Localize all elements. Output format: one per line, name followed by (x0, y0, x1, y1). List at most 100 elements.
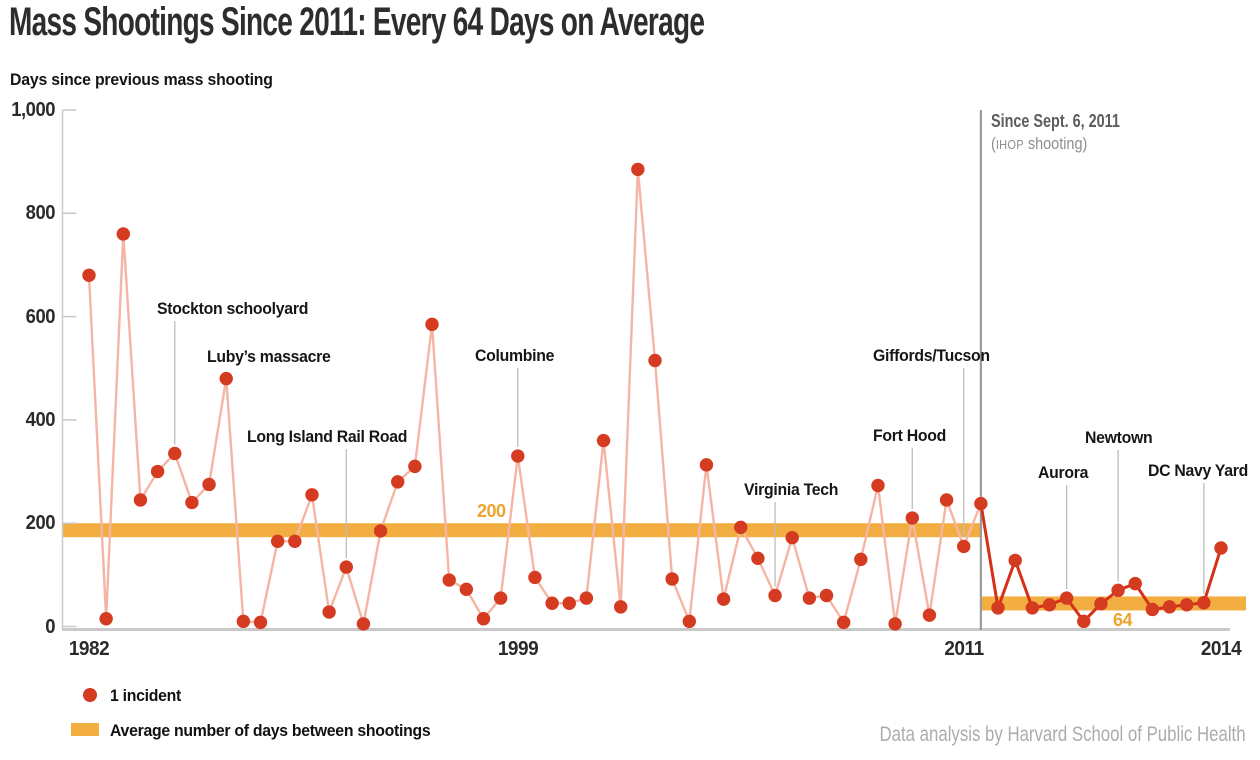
credit-line: Data analysis by Harvard School of Publi… (879, 723, 1246, 746)
series-line-pre-2011 (87, 169, 982, 626)
data-point-incident (785, 530, 799, 545)
y-axis-tick-label: 0 (45, 615, 55, 638)
annotation-label: DC Navy Yard (1148, 461, 1249, 480)
data-point-incident (631, 162, 645, 177)
data-point-incident (613, 600, 628, 614)
data-point-incident (1214, 541, 1228, 555)
divider-note-title: Since Sept. 6, 2011 (991, 111, 1120, 131)
y-axis-tick-label: 400 (25, 408, 56, 431)
data-point-incident (493, 591, 508, 605)
annotation-label: Columbine (475, 346, 555, 365)
annotation-label: Long Island Rail Road (247, 427, 408, 446)
data-point-incident (476, 612, 491, 626)
data-point-incident (185, 495, 199, 510)
data-point-incident (648, 353, 662, 368)
y-axis-tick-label: 600 (25, 305, 56, 328)
data-point-incident (1128, 576, 1142, 591)
annotation-label: Luby’s massacre (207, 347, 331, 366)
ihop-smallcaps: IHOP (995, 137, 1024, 152)
data-point-incident (82, 268, 96, 282)
data-point-incident (1077, 614, 1091, 629)
pre-2011-average-band-label: 200 (477, 501, 506, 521)
y-axis-title: Days since previous mass shooting (10, 70, 273, 89)
post-2011-average-band-label: 64 (1113, 610, 1133, 630)
data-point-incident (442, 573, 456, 587)
data-point-incident (596, 433, 611, 448)
data-point-incident (1162, 600, 1177, 614)
data-point-incident (236, 614, 251, 629)
y-axis-tick-label: 1,000 (11, 99, 55, 121)
data-point-incident (391, 475, 405, 489)
data-point-incident (305, 488, 319, 502)
data-point-incident (425, 317, 439, 332)
x-axis-tick-label: 2014 (1200, 638, 1242, 660)
y-axis-tick-label: 800 (25, 202, 56, 225)
data-point-incident (699, 458, 714, 472)
data-point-incident (511, 449, 525, 463)
data-point-incident (768, 588, 782, 603)
data-point-incident (116, 227, 131, 241)
annotation-label: Stockton schoolyard (157, 299, 309, 318)
data-point-incident (819, 588, 834, 603)
data-point-incident (974, 496, 988, 511)
data-point-incident (751, 551, 765, 566)
data-point-incident (1025, 601, 1040, 615)
y-axis-tick-label: 200 (25, 512, 56, 535)
data-point-incident (1179, 598, 1194, 612)
data-point-incident (219, 371, 233, 386)
legend-incident-label: 1 incident (110, 686, 182, 705)
data-point-incident (133, 493, 148, 507)
data-point-incident (957, 539, 971, 554)
data-point-incident (802, 591, 817, 605)
data-point-incident (562, 596, 576, 610)
data-point-incident (1008, 553, 1022, 568)
pre-2011-average-band (62, 523, 981, 538)
data-point-incident (288, 534, 302, 548)
data-point-incident (150, 464, 165, 479)
data-point-incident (545, 596, 559, 610)
legend-average-band-swatch (71, 723, 99, 736)
data-point-incident (528, 570, 542, 585)
data-point-incident (408, 459, 422, 474)
x-axis-tick-label: 1999 (497, 638, 539, 660)
data-point-incident (871, 478, 885, 493)
data-point-incident (1094, 597, 1108, 611)
annotation-label: Fort Hood (873, 426, 947, 445)
data-point-incident (459, 582, 474, 597)
data-point-incident (356, 617, 371, 631)
data-point-incident (682, 614, 697, 629)
legend-average-label: Average number of days between shootings (110, 721, 431, 740)
data-point-incident (1197, 596, 1211, 610)
data-point-incident (1111, 583, 1125, 598)
data-point-incident (665, 572, 679, 586)
data-point-incident (1145, 602, 1160, 617)
chart-title: Mass Shootings Since 2011: Every 64 Days… (9, 0, 705, 44)
data-point-incident (922, 608, 937, 622)
data-point-incident (168, 446, 182, 461)
data-point-incident (322, 605, 336, 619)
data-point-incident (716, 592, 731, 606)
data-point-incident (373, 524, 388, 538)
data-point-incident (253, 615, 268, 630)
data-point-incident (854, 552, 868, 567)
annotation-label: Newtown (1085, 428, 1153, 447)
annotation-label: Giffords/Tucson (873, 346, 990, 365)
data-point-incident (905, 511, 919, 525)
data-point-incident (836, 615, 851, 630)
data-point-incident (339, 560, 353, 574)
data-point-incident (939, 493, 954, 507)
data-point-incident (734, 520, 748, 535)
divider-note-subtitle: (IHOP shooting) (991, 134, 1088, 153)
data-point-incident (270, 534, 285, 548)
data-point-incident (991, 601, 1005, 615)
data-point-incident (1059, 591, 1074, 605)
data-point-incident (579, 591, 594, 605)
annotation-label: Virginia Tech (744, 480, 839, 499)
x-axis-tick-label: 2011 (944, 638, 984, 660)
annotation-label: Aurora (1038, 463, 1089, 482)
data-point-incident (888, 617, 902, 631)
data-point-incident (1042, 598, 1057, 612)
data-point-incident (99, 612, 113, 626)
